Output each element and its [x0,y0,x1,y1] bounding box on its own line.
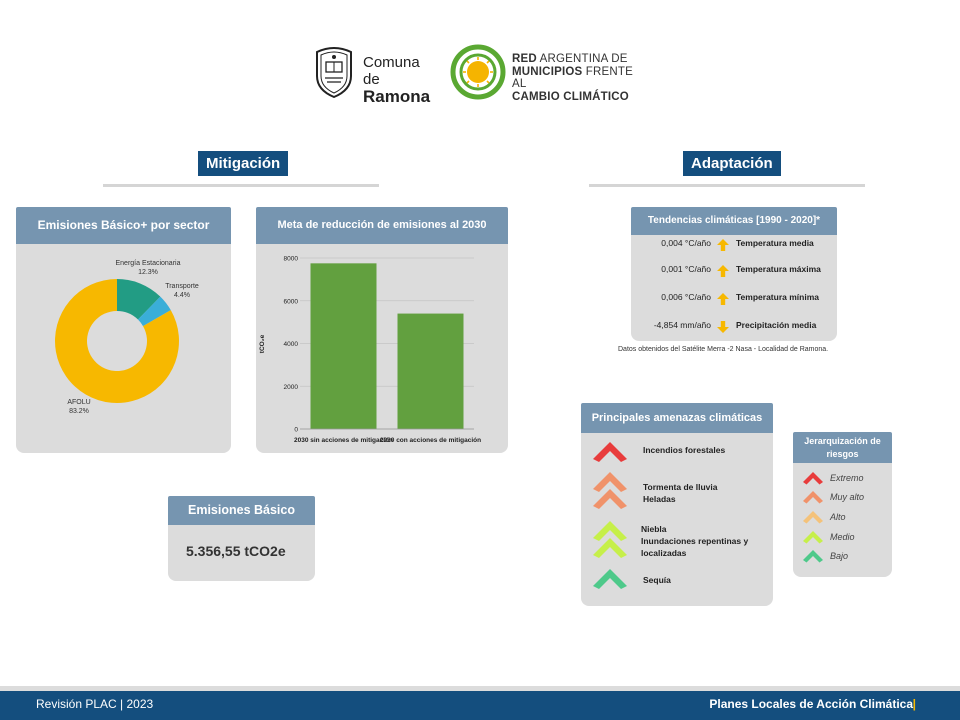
arrow-up-icon [717,265,729,277]
footer: Revisión PLAC | 2023 Planes Locales de A… [0,691,960,720]
y-tick-label: 6000 [284,298,299,305]
legend-afolu: AFOLU 83.2% [67,399,91,415]
threat-label: Niebla Inundaciones repentinas y localiz… [641,524,749,558]
threat-extremo-icon [593,442,627,462]
emisiones-sector-card: Emisiones Básico+ por sector Energía Est… [16,207,231,453]
amenazas-card: Principales amenazas climáticas Incendio… [581,403,773,606]
donut-chart [54,279,179,403]
meta-reduccion-title: Meta de reducción de emisiones al 2030 [256,207,508,244]
trend-row: 0,006 °C/año Temperatura mínima [631,292,845,306]
trend-value: 0,006 °C/año [661,292,711,302]
threat-label: Incendios forestales [643,445,726,455]
emisiones-basico-card: Emisiones Básico 5.356,55 tCO2e [168,496,315,581]
threat-label: Tormenta de lluvia Heladas [643,482,718,504]
trend-value: -4,854 mm/año [653,320,711,330]
threat-muy-alto-icon [593,472,627,509]
y-tick-label: 8000 [284,256,299,263]
footer-strip [0,686,960,691]
emisiones-sector-title: Emisiones Básico+ por sector [16,207,231,244]
section-adaptacion: Adaptación [683,151,781,176]
comuna-shield-icon [316,47,352,98]
trend-name: Precipitación media [736,320,817,330]
tendencias-note: Datos obtenidos del Satélite Merra -2 Na… [618,346,829,353]
trend-row: 0,001 °C/año Temperatura máxima [631,264,845,278]
footer-left-text: Revisión PLAC | 2023 [36,697,154,711]
y-tick-label: 2000 [284,384,299,391]
comuna-logo: Comuna de Ramona [314,46,436,105]
trend-value: 0,001 °C/año [661,264,711,274]
x-category-label: 2030 con acciones de mitigación [380,437,481,444]
emisiones-basico-title: Emisiones Básico [168,496,315,525]
arrow-up-icon [717,293,729,305]
footer-right-text: Planes Locales de Acción Climática [709,697,913,711]
jerarquizacion-card: Jerarquización de riesgos Extremo Muy al… [793,432,892,577]
mitigacion-divider [103,184,379,187]
adaptacion-divider [589,184,865,187]
threat-bajo-icon [593,569,627,589]
tendencias-card: Tendencias climáticas [1990 - 2020]* 0,0… [631,207,837,341]
risk-level: Medio [793,531,883,545]
trend-row: -4,854 mm/año Precipitación media [631,320,845,334]
legend-energia: Energía Estacionaria 12.3% [115,260,181,276]
trend-value: 0,004 °C/año [661,238,711,248]
red-argentina-text: RED ARGENTINA DE MUNICIPIOS FRENTE AL CA… [512,53,633,103]
arrow-down-icon [717,321,729,333]
bar-chart: 0 2000 4000 6000 8000 tCO₂e 2030 sin acciones … [259,256,481,445]
chevron-medio-icon [803,531,823,544]
threat-medio-icon [593,521,627,558]
slice-transporte [137,296,171,327]
risk-level: Extremo [793,472,883,486]
risk-level: Muy alto [793,491,883,505]
threat-label: Sequía [643,575,671,585]
slice-afolu [54,279,179,403]
risk-level: Alto [793,511,883,525]
arrow-up-icon [717,239,729,251]
risk-level: Bajo [793,550,883,564]
y-axis-label: tCO₂e [259,334,266,353]
emisiones-basico-value: 5.356,55 tCO2e [186,543,286,559]
footer-accent-bar: | [912,697,916,711]
section-mitigacion: Mitigación [198,151,289,176]
chevron-muy-alto-icon [803,491,823,504]
trend-row: 0,004 °C/año Temperatura media [631,238,845,252]
bar [397,313,464,429]
chevron-bajo-icon [803,550,823,563]
amenazas-title: Principales amenazas climáticas [581,403,773,433]
tendencias-title: Tendencias climáticas [1990 - 2020]* [631,207,837,235]
red-circle-icon [450,44,506,100]
trend-name: Temperatura máxima [736,264,821,274]
jerarquizacion-title: Jerarquización de riesgos [793,432,892,463]
red-argentina-logo: RED ARGENTINA DE MUNICIPIOS FRENTE AL CA… [450,44,650,103]
chevron-extremo-icon [803,472,823,485]
y-tick-label: 0 [294,427,298,434]
y-tick-label: 4000 [284,341,299,348]
chevron-alto-icon [803,511,823,524]
meta-reduccion-card: Meta de reducción de emisiones al 2030 0… [256,207,508,453]
bar [310,263,377,429]
comuna-name: Comuna de Ramona [363,54,431,106]
slice-energia-estacionaria [117,279,161,320]
trend-name: Temperatura mínima [736,292,819,302]
legend-transporte: Transporte 4.4% [165,283,199,299]
x-category-label: 2030 sin acciones de mitigación [294,437,393,444]
trend-name: Temperatura media [736,238,814,248]
